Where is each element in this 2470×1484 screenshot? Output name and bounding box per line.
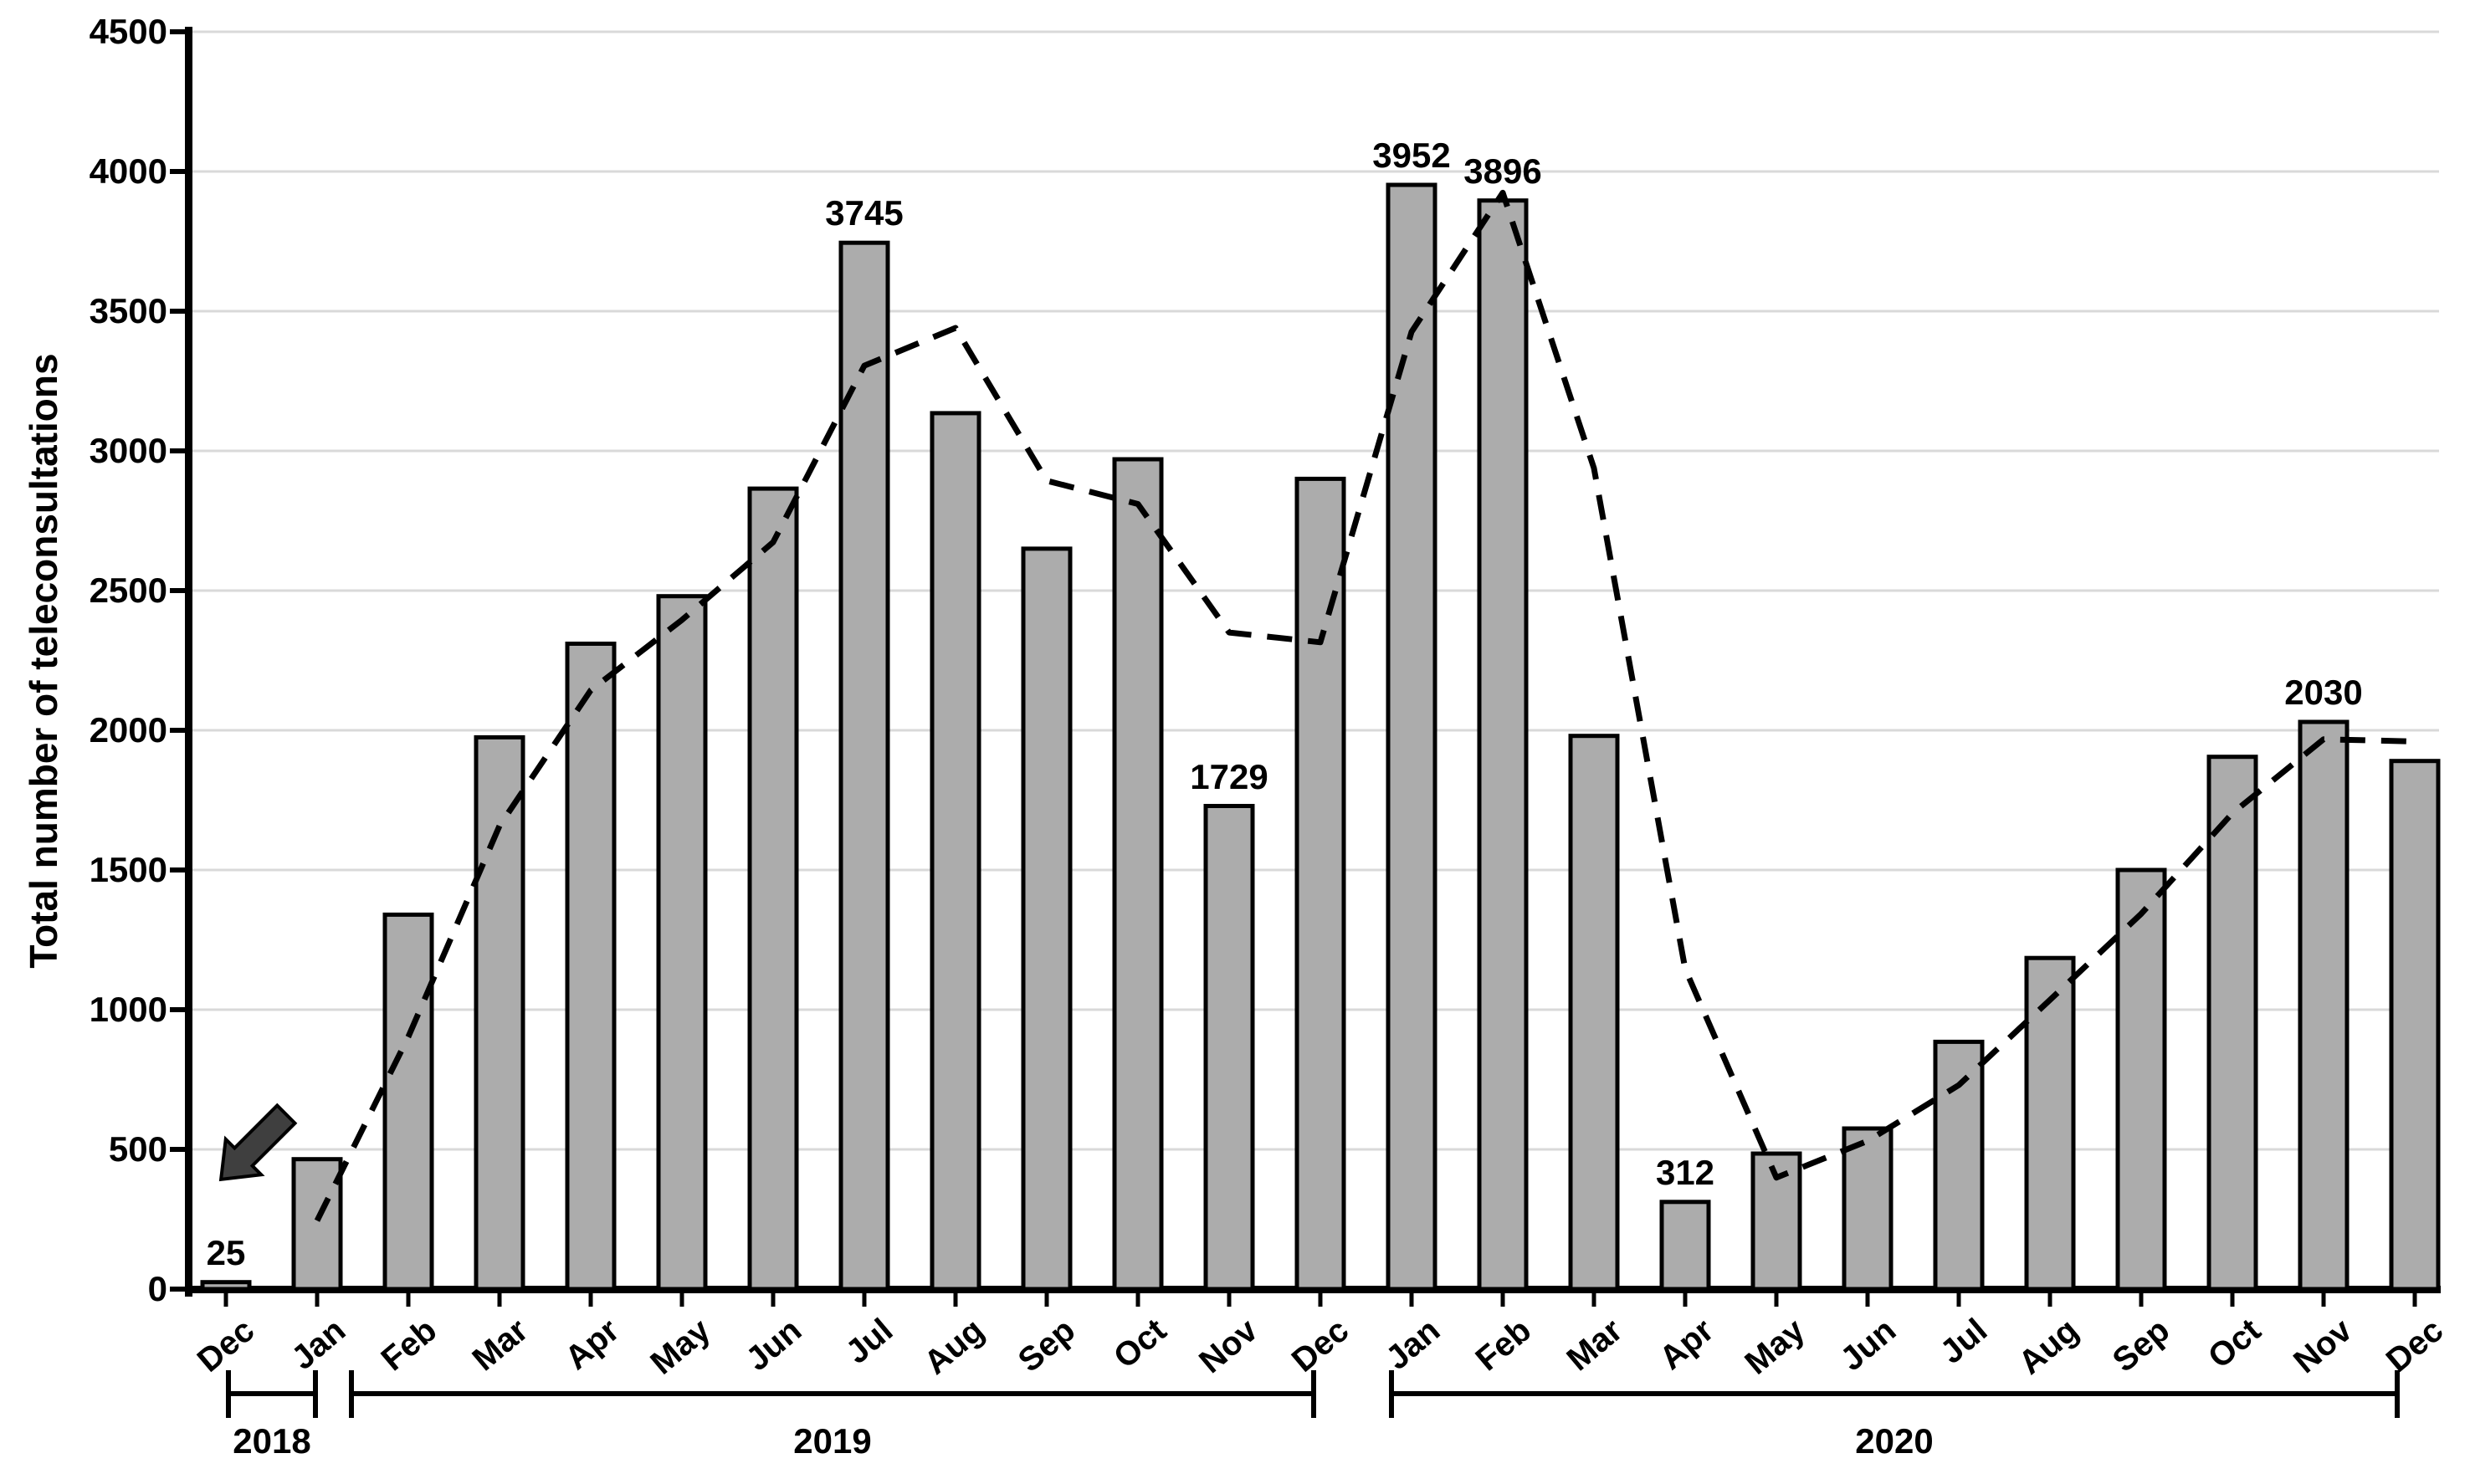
bar-nov-2019 (1203, 804, 1255, 1292)
data-label-2030: 2030 (2284, 672, 2363, 712)
data-label-3896: 3896 (1463, 151, 1542, 191)
y-tick-label-1000: 1000 (89, 990, 167, 1029)
bar-may-2019 (656, 594, 708, 1292)
y-tick-label-3000: 3000 (89, 431, 167, 470)
bar-dec-2018 (200, 1280, 252, 1292)
bar-sep-2020 (2115, 867, 2167, 1292)
y-tick-label-2500: 2500 (89, 571, 167, 610)
year-bracket-2018 (226, 1370, 318, 1418)
bar-dec-2020 (2389, 759, 2441, 1292)
y-tick-label-3500: 3500 (89, 291, 167, 330)
y-tick-label-2000: 2000 (89, 710, 167, 750)
bar-jan-2020 (1386, 182, 1437, 1292)
year-label-2019: 2019 (793, 1421, 872, 1461)
data-label-1729: 1729 (1190, 756, 1268, 796)
data-label-25: 25 (206, 1232, 246, 1272)
bar-mar-2019 (474, 734, 525, 1292)
year-label-2018: 2018 (233, 1421, 311, 1461)
bar-jul-2020 (1933, 1039, 1985, 1292)
bar-jun-2020 (1842, 1126, 1893, 1292)
bar-aug-2019 (930, 411, 981, 1292)
bar-jan-2019 (291, 1157, 343, 1292)
data-label-3952: 3952 (1372, 136, 1451, 176)
y-tick-label-4500: 4500 (89, 12, 167, 51)
bar-aug-2020 (2024, 955, 2076, 1292)
bar-nov-2020 (2298, 719, 2350, 1292)
bar-apr-2020 (1659, 1200, 1711, 1292)
bar-dec-2019 (1294, 476, 1346, 1292)
bar-sep-2019 (1021, 546, 1073, 1292)
bar-oct-2019 (1112, 457, 1164, 1292)
y-axis (185, 27, 192, 1297)
data-label-3745: 3745 (825, 193, 904, 233)
bar-jul-2019 (838, 240, 890, 1292)
data-label-312: 312 (1655, 1152, 1715, 1192)
year-label-2020: 2020 (1855, 1421, 1934, 1461)
bar-jun-2019 (747, 486, 799, 1292)
bar-oct-2020 (2206, 755, 2258, 1292)
y-tick-label-0: 0 (147, 1269, 167, 1308)
y-tick-label-1500: 1500 (89, 850, 167, 889)
y-tick-label-500: 500 (108, 1129, 167, 1169)
y-tick-label-4000: 4000 (89, 151, 167, 191)
bar-feb-2020 (1477, 198, 1529, 1292)
trend-line (314, 189, 2416, 1222)
bar-apr-2019 (565, 642, 617, 1292)
bar-feb-2019 (382, 912, 434, 1292)
arrow-annotation-icon (218, 1103, 298, 1182)
year-bracket-2019 (349, 1370, 1316, 1418)
year-bracket-2020 (1389, 1370, 2400, 1418)
bar-mar-2020 (1568, 734, 1620, 1292)
